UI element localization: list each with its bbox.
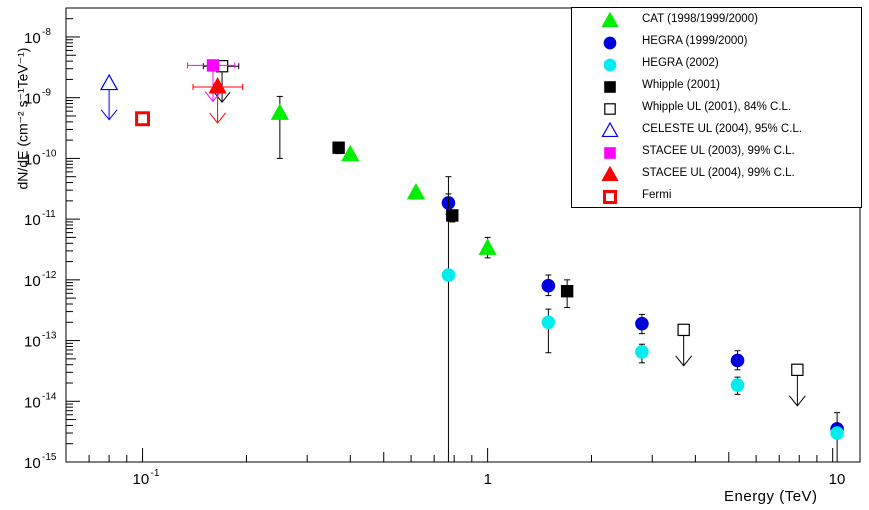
upper-limit-arrowhead bbox=[675, 355, 693, 367]
x-tick-label-exponent: -1 bbox=[151, 468, 160, 479]
data-point bbox=[446, 209, 459, 222]
x-axis-label: Energy (TeV) bbox=[724, 488, 818, 505]
data-point bbox=[560, 285, 574, 298]
legend-entry: Fermi bbox=[572, 186, 861, 208]
legend-label: HEGRA (1999/2000) bbox=[642, 35, 748, 47]
legend-label: Whipple UL (2001), 84% C.L. bbox=[642, 101, 792, 113]
data-point bbox=[635, 316, 649, 331]
legend-label: STACEE UL (2004), 99% C.L. bbox=[642, 167, 795, 179]
data-point bbox=[730, 353, 745, 368]
legend-entry: Whipple (2001) bbox=[572, 76, 861, 98]
legend-entry: HEGRA (2002) bbox=[572, 54, 861, 76]
legend-symbol bbox=[604, 103, 616, 115]
y-tick-label-exponent: -12 bbox=[42, 270, 57, 281]
y-tick-label: 10 bbox=[24, 91, 41, 108]
x-tick-label: 10 bbox=[133, 471, 150, 488]
legend-entry: HEGRA (1999/2000) bbox=[572, 32, 861, 54]
legend-marker bbox=[603, 36, 617, 50]
y-tick-label: 10 bbox=[24, 455, 41, 472]
data-point bbox=[206, 59, 220, 72]
y-tick-label: 10 bbox=[24, 30, 41, 47]
y-tick-label-exponent: -15 bbox=[42, 452, 57, 463]
y-tick-label: 10 bbox=[24, 394, 41, 411]
legend: CAT (1998/1999/2000) HEGRA (1999/2000) HEG… bbox=[571, 7, 862, 208]
legend-label: CAT (1998/1999/2000) bbox=[642, 13, 758, 25]
data-point bbox=[135, 111, 151, 127]
upper-limit-arrowhead bbox=[100, 109, 118, 121]
y-axis-label: dN/dE (cm⁻² s⁻¹TeV⁻¹) bbox=[14, 47, 31, 190]
chart-marks bbox=[99, 59, 844, 463]
data-point bbox=[332, 141, 345, 154]
x-tick-label: 1 bbox=[484, 471, 492, 488]
legend-label: Whipple (2001) bbox=[642, 79, 720, 91]
data-point bbox=[208, 77, 227, 94]
x-tick-label: 10 bbox=[829, 471, 846, 488]
data-point bbox=[541, 278, 556, 293]
y-tick-label: 10 bbox=[24, 212, 41, 229]
data-point bbox=[270, 103, 290, 120]
data-point bbox=[99, 73, 119, 91]
legend-symbol bbox=[601, 165, 619, 182]
data-point bbox=[730, 378, 745, 392]
legend-entry: STACEE UL (2004), 99% C.L. bbox=[572, 164, 861, 186]
legend-symbol bbox=[604, 147, 616, 159]
y-tick-label-exponent: -11 bbox=[42, 209, 56, 220]
data-point bbox=[635, 345, 649, 359]
legend-entry: CAT (1998/1999/2000) bbox=[572, 10, 861, 32]
legend-symbol bbox=[603, 36, 617, 50]
y-tick-label-exponent: -13 bbox=[42, 331, 57, 342]
legend-symbol bbox=[601, 121, 619, 138]
legend-entry: CELESTE UL (2004), 95% C.L. bbox=[572, 120, 861, 142]
plot-frame bbox=[65, 7, 861, 463]
y-tick-label: 10 bbox=[24, 334, 41, 351]
legend-label: Fermi bbox=[642, 189, 672, 201]
y-tick-label-exponent: -9 bbox=[42, 88, 51, 99]
upper-limit-arrowhead bbox=[209, 112, 226, 124]
legend-marker bbox=[601, 11, 619, 28]
data-point bbox=[406, 183, 426, 200]
data-point bbox=[541, 315, 556, 330]
data-point bbox=[478, 238, 497, 255]
y-tick-label-exponent: -14 bbox=[42, 391, 57, 402]
legend-marker bbox=[602, 189, 618, 205]
data-point bbox=[791, 363, 804, 376]
data-point bbox=[441, 268, 456, 282]
upper-limit-arrowhead bbox=[788, 395, 806, 407]
legend-symbol bbox=[601, 11, 619, 28]
legend-label: HEGRA (2002) bbox=[642, 57, 719, 69]
data-point bbox=[341, 144, 360, 162]
legend-label: CELESTE UL (2004), 95% C.L. bbox=[642, 123, 803, 135]
legend-symbol bbox=[603, 58, 617, 72]
data-point bbox=[677, 323, 690, 337]
upper-limit-arrowhead bbox=[213, 91, 231, 104]
data-point bbox=[830, 426, 844, 440]
legend-marker bbox=[601, 121, 619, 138]
legend-label: STACEE UL (2003), 99% C.L. bbox=[642, 145, 795, 157]
legend-symbol bbox=[604, 81, 616, 93]
legend-marker bbox=[601, 165, 619, 182]
y-tick-label: 10 bbox=[24, 151, 41, 168]
legend-marker bbox=[603, 58, 617, 72]
legend-marker bbox=[604, 81, 616, 93]
axes: 10 -1 1 1010-810-910-1010-1110-1210-1310-14… bbox=[24, 7, 861, 488]
y-tick-label-exponent: -10 bbox=[42, 148, 57, 159]
legend-marker bbox=[604, 147, 616, 159]
legend-marker bbox=[604, 103, 616, 115]
legend-symbol bbox=[602, 189, 618, 205]
y-tick-label-exponent: -8 bbox=[42, 27, 51, 38]
legend-entry: STACEE UL (2003), 99% C.L. bbox=[572, 142, 861, 164]
legend-entry: Whipple UL (2001), 84% C.L. bbox=[572, 98, 861, 120]
upper-limit-arrowhead bbox=[204, 91, 222, 103]
y-tick-label: 10 bbox=[24, 273, 41, 290]
